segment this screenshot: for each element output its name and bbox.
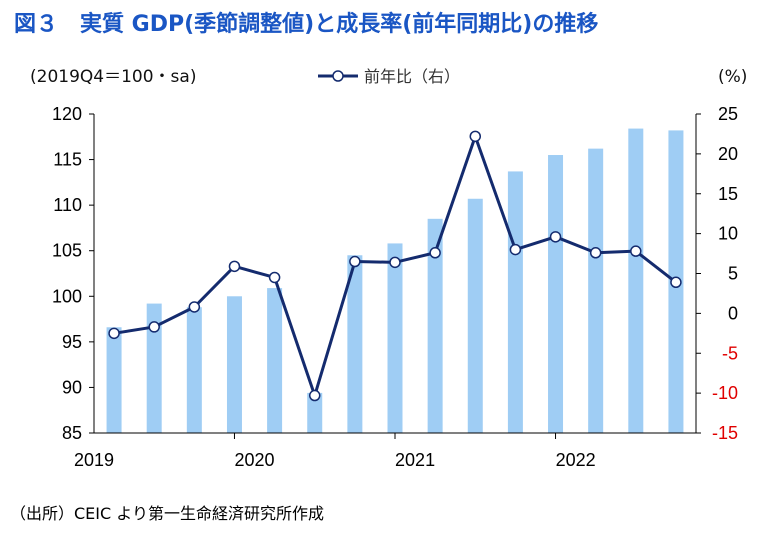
yoy-point-2020Q1 [268,271,281,284]
left-tick-label-85: 85 [62,423,82,443]
bar-2021Q1 [427,218,443,433]
yoy-point-2022Q1 [589,247,602,259]
yoy-point-2020Q2 [308,389,321,402]
bar-2019Q4 [226,296,242,433]
yoy-point-2019Q1 [108,327,120,340]
x-year-label-2021: 2021 [395,450,435,470]
left-tick-label-110: 110 [53,195,82,215]
left-axis-unit: (2019Q4＝100・sa) [30,67,196,87]
left-tick-label-115: 115 [53,150,82,170]
bar-2022Q1 [588,148,604,434]
right-tick-label-25: 25 [718,104,738,124]
bar-2019Q2 [146,303,162,433]
right-tick-label--15: -15 [712,423,738,443]
legend-marker [332,70,344,82]
legend: 前年比（右） [318,67,460,86]
x-year-label-2022: 2022 [556,450,596,470]
bar-2020Q2 [307,392,323,433]
right-tick-label--5: -5 [722,343,738,363]
yoy-point-2020Q3 [349,255,361,268]
left-tick-label-120: 120 [52,104,82,124]
yoy-point-2021Q4 [549,231,562,243]
yoy-point-2021Q1 [429,247,441,259]
x-year-label-2019: 2019 [74,450,114,470]
yoy-point-2022Q3 [670,276,682,289]
right-tick-label-0: 0 [728,303,738,323]
left-tick-label-100: 100 [52,286,82,306]
yoy-point-2019Q3 [188,301,201,313]
yoy-point-2022Q2 [630,245,642,257]
right-tick-label-15: 15 [718,184,738,204]
bar-2021Q2 [467,198,483,433]
chart-title: 図３ 実質 GDP(季節調整値)と成長率(前年同期比)の推移 [14,11,598,37]
left-tick-label-90: 90 [62,377,82,397]
plot-area: 85 90 95 100 105 110 115 120 -15 -10 -5 0 5 10 15 20 25 2… [52,104,738,470]
yoy-point-2020Q4 [389,256,401,269]
legend-label-yoy: 前年比（右） [364,67,460,86]
yoy-point-2019Q4 [228,260,241,273]
right-tick-label--10: -10 [712,383,738,403]
yoy-point-2021Q2 [469,130,482,143]
bar-2019Q3 [186,307,202,433]
bar-2020Q1 [267,288,283,433]
bar-2020Q3 [347,255,363,433]
right-tick-label-10: 10 [718,224,738,244]
right-axis-unit: (%) [718,67,747,87]
bar-2022Q2 [628,128,644,433]
x-year-label-2020: 2020 [235,450,275,470]
right-tick-label-20: 20 [718,144,738,164]
bar-2020Q4 [387,243,403,433]
bar-2021Q3 [507,171,523,434]
left-tick-label-105: 105 [52,241,82,261]
bar-2019Q1 [106,327,122,433]
yoy-point-2021Q3 [509,243,522,256]
yoy-point-2019Q2 [148,321,160,333]
right-tick-label-5: 5 [728,264,738,284]
source-note: （出所）CEIC より第一生命経済研究所作成 [10,504,324,523]
bar-2021Q4 [548,155,564,433]
left-tick-label-95: 95 [62,332,82,352]
